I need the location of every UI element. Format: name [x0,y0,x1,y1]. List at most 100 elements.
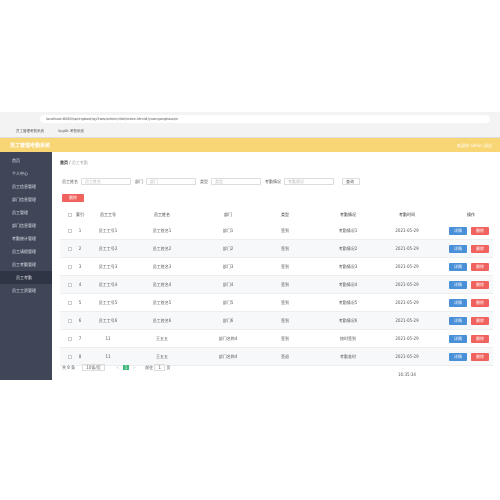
search-input[interactable]: 类型 [211,178,261,185]
table-cell: 8 [78,354,82,359]
menu-item[interactable]: 个人中心 [12,171,28,176]
page-number[interactable]: 1 [122,365,130,370]
table-cell: 2021-05-29 16:37:28 [395,264,419,287]
menu-item[interactable]: 部门信息管理 [12,223,36,228]
table-cell: 签到 [281,300,289,305]
table-cell: 3 [78,264,82,269]
search-button[interactable]: 查询 [342,178,360,185]
search-bar: 员工姓名 员工姓名 部门 部门 类型 类型 考勤情况 考勤情况 查询 [58,178,498,185]
table-cell: 员工工号3 [98,264,118,269]
delete-button[interactable]: 删除 [471,245,489,253]
crumb: 员工考勤 [71,160,88,165]
table-cell: 部门1 [222,228,234,233]
table-cell: 签到 [281,246,289,251]
detail-button[interactable]: 详情 [449,335,467,343]
page-size[interactable]: 10条/页 [82,364,105,371]
table-cell: 签到 [281,264,289,269]
menu-item[interactable]: 首页 [12,158,20,163]
detail-button[interactable]: 详情 [449,317,467,325]
menu-item[interactable]: 员工请假管理 [12,249,36,254]
table-cell: 11 [105,354,111,359]
browser-chrome: localhost:8080/springboot/qy5ww/admin/di… [0,112,500,138]
table-cell: 员工姓名6 [152,318,172,323]
table-cell: 签退 [281,354,289,359]
table-cell: 员工姓名1 [152,228,172,233]
checkbox[interactable] [68,301,72,305]
crumb[interactable]: 首页 [60,160,68,165]
pagination: 共 8 条 10条/页 < 1 > 前往 1 页 [62,364,171,371]
delete-button[interactable]: 删除 [471,317,489,325]
search-input[interactable]: 部门 [146,178,196,185]
table-row: 2 员工工号2 员工姓名2 部门2 签到 考勤情况2 2021-05-29 16:37:28… [60,240,493,269]
delete-button[interactable]: 删除 [471,335,489,343]
menu-item[interactable]: 员工信息管理 [12,184,36,189]
breadcrumb: 首页 / 员工考勤 [60,160,88,165]
menu-item[interactable]: 部门信息管理 [12,197,36,202]
column-header: 索引 [76,212,84,217]
column-header: 员工姓名 [154,212,170,217]
detail-button[interactable]: 详情 [449,227,467,235]
table-cell: 员工姓名3 [152,264,172,269]
address-bar[interactable]: localhost:8080/springboot/qy5ww/admin/di… [40,115,490,123]
menu-item[interactable]: 员工管理 [12,210,28,215]
delete-button[interactable]: 删除 [62,194,84,202]
detail-button[interactable]: 详情 [449,281,467,289]
table-cell: 2021-05-29 16:36:02 [395,336,419,359]
search-label: 类型 [200,178,208,184]
table-cell: 部门名称4 [218,354,238,359]
search-input[interactable]: 员工姓名 [81,178,131,185]
table-cell: 员工姓名4 [152,282,172,287]
table-cell: 员工工号1 [98,228,118,233]
app-title: 员工管理考勤系统 [10,143,51,149]
checkbox[interactable] [68,355,72,359]
column-header: 部门 [224,212,232,217]
table-cell: 考勤情况1 [338,228,358,233]
delete-button[interactable]: 删除 [471,227,489,235]
table-cell: 部门3 [222,264,234,269]
checkbox[interactable] [68,337,72,341]
delete-button[interactable]: 删除 [471,281,489,289]
table-cell: 考勤情况5 [338,300,358,305]
delete-button[interactable]: 删除 [471,263,489,271]
table-cell: 2021-05-29 16:37:28 [395,300,419,323]
table-cell: 部门名称4 [218,336,238,341]
tab[interactable]: 员工管理考勤系统 [16,129,44,133]
checkbox[interactable] [68,247,72,251]
menu-item[interactable]: 员工工资管理 [12,288,36,293]
goto-unit: 页 [166,365,171,370]
table-row: 1 员工工号1 员工姓名1 部门1 签到 考勤情况1 2021-05-29 16:37:28… [60,222,493,251]
menu-item[interactable]: 考勤统计管理 [12,236,36,241]
search-input[interactable]: 考勤情况 [284,178,334,185]
column-header: 员工工号 [100,212,116,217]
delete-button[interactable]: 删除 [471,353,489,361]
table-cell: 5 [78,300,82,305]
menu-item[interactable]: 员工考勤管理 [12,262,36,267]
checkbox[interactable] [68,229,72,233]
detail-button[interactable]: 详情 [449,299,467,307]
detail-button[interactable]: 详情 [449,353,467,361]
checkbox[interactable] [68,213,72,217]
search-label: 员工姓名 [62,178,78,184]
checkbox[interactable] [68,283,72,287]
table-cell: 部门2 [222,246,234,251]
delete-button[interactable]: 删除 [471,299,489,307]
menu-item[interactable]: 员工考勤 [0,271,52,284]
tab[interactable]: SpgDt 考勤系统 [58,129,84,133]
table-cell: 1 [78,228,82,233]
table-cell: 6 [78,318,82,323]
table-cell: 考勤准时 [340,354,356,359]
checkbox[interactable] [68,319,72,323]
table-cell: 签到 [281,336,289,341]
column-header: 操作 [467,212,475,217]
table-cell: 考勤情况6 [338,318,358,323]
goto-input[interactable]: 1 [154,364,166,371]
table-cell: 考勤情况4 [338,282,358,287]
user-info[interactable]: 欢迎你 admin 退出 [456,143,492,148]
header: 员工管理考勤系统 欢迎你 admin 退出 [0,138,500,152]
table-cell: 签到 [281,318,289,323]
table-cell: 2021-05-29 16:37:28 [395,282,419,305]
table-cell: 7 [78,336,82,341]
checkbox[interactable] [68,265,72,269]
detail-button[interactable]: 详情 [449,263,467,271]
detail-button[interactable]: 详情 [449,245,467,253]
